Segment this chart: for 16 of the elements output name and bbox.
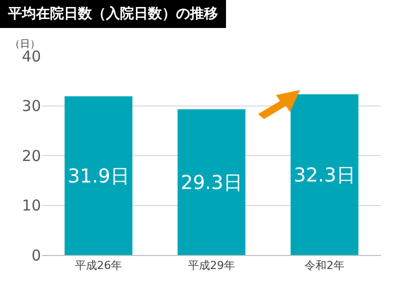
y-axis-title: （日） [10,39,40,50]
y-tick-label: 20 [22,146,41,165]
y-tick-label: 10 [22,196,41,214]
y-tick-label: 0 [31,246,41,264]
bar [290,94,358,255]
x-tick-label: 令和2年 [304,259,344,272]
data-label: 29.3日 [180,170,242,194]
x-tick-label: 平成26年 [75,259,122,272]
y-tick-label: 30 [22,97,41,115]
data-label: 32.3日 [294,163,356,186]
bar [64,96,132,255]
bar [178,109,246,255]
data-label: 31.9日 [68,164,130,188]
x-tick-label: 平成29年 [188,259,235,272]
y-tick-label: 40 [22,47,41,66]
chart-title: 平均在院日数（入院日数）の推移 [0,0,226,28]
